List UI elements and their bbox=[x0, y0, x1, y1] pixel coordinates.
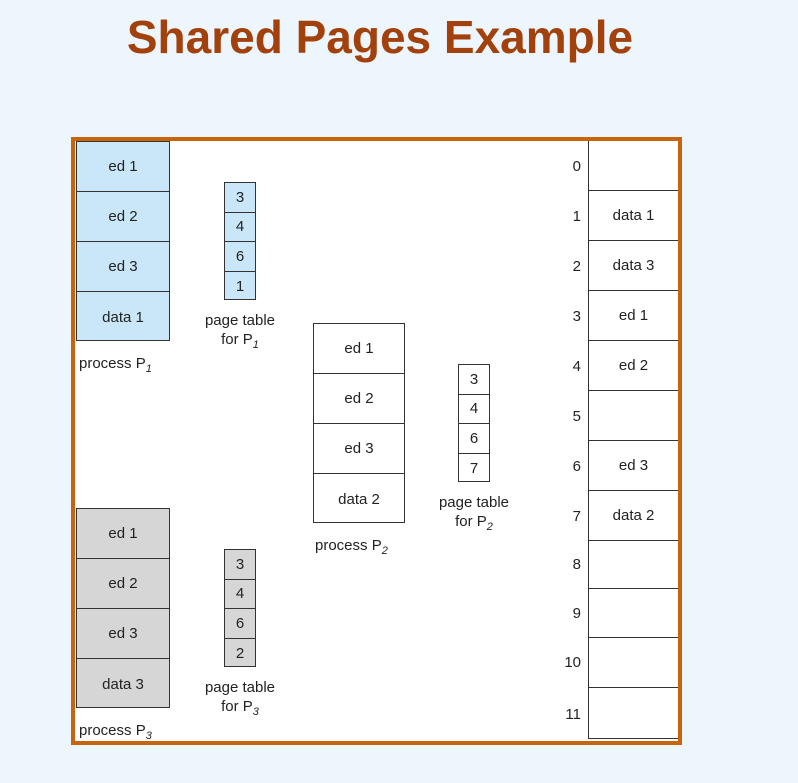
slide-title: Shared Pages Example bbox=[126, 11, 634, 63]
page-table-p3-label: page table for P3 bbox=[204, 679, 276, 718]
memory-frame: ed 3 bbox=[589, 441, 678, 491]
p1-page: ed 2 bbox=[77, 192, 169, 242]
p2-page: data 2 bbox=[338, 490, 380, 508]
memory-frame: data 3 bbox=[589, 241, 678, 291]
process-p2-label: process P2 bbox=[315, 537, 388, 557]
physical-memory: data 1 data 3 ed 1 ed 2 ed 3 data 2 bbox=[588, 141, 678, 739]
process-p2: ed 1 ed 2 ed 3 data 2 bbox=[313, 323, 405, 523]
frame-index: 6 bbox=[572, 458, 581, 475]
p1-page: ed 1 bbox=[77, 142, 169, 192]
page-table-p3: 3 4 6 2 bbox=[224, 549, 256, 667]
memory-frame: ed 2 bbox=[589, 341, 678, 391]
pt1-entry: 6 bbox=[225, 242, 255, 272]
p2-page: ed 3 bbox=[314, 424, 404, 474]
frame-index: 5 bbox=[572, 408, 581, 425]
frame-index: 1 bbox=[572, 208, 581, 225]
process-p1-label: process P1 bbox=[79, 355, 152, 375]
frame-index: 11 bbox=[565, 706, 581, 723]
memory-frame: data 1 bbox=[589, 191, 678, 241]
memory-frame bbox=[589, 541, 678, 589]
memory-frame: data 2 bbox=[589, 491, 678, 541]
pt2-entry: 3 bbox=[459, 365, 489, 395]
pt3-entry: 6 bbox=[225, 609, 255, 639]
frame-index: 2 bbox=[572, 258, 581, 275]
page-table-p2: 3 4 6 7 bbox=[458, 364, 490, 482]
pt1-entry: 1 bbox=[235, 277, 245, 295]
pt3-entry: 4 bbox=[225, 580, 255, 609]
pt2-entry: 7 bbox=[469, 459, 479, 477]
p2-page: ed 1 bbox=[314, 324, 404, 374]
process-p1: ed 1 ed 2 ed 3 data 1 bbox=[76, 141, 170, 341]
frame-index: 10 bbox=[564, 654, 581, 671]
memory-frame bbox=[589, 688, 678, 737]
page-table-p1-label: page table for P1 bbox=[204, 312, 276, 351]
frame-index: 3 bbox=[572, 308, 581, 325]
page-table-p2-label: page table for P2 bbox=[438, 494, 510, 533]
process-p3-label: process P3 bbox=[79, 722, 152, 742]
p3-page: ed 3 bbox=[77, 609, 169, 659]
pt2-entry: 4 bbox=[459, 395, 489, 424]
p3-page: data 3 bbox=[102, 675, 144, 693]
frame-index: 0 bbox=[572, 158, 581, 175]
p2-page: ed 2 bbox=[314, 374, 404, 424]
pt2-entry: 6 bbox=[459, 424, 489, 454]
frame-index: 9 bbox=[572, 605, 581, 622]
memory-frame bbox=[589, 638, 678, 688]
diagram-frame: ed 1 ed 2 ed 3 data 1 process P1 3 4 6 1… bbox=[71, 137, 682, 745]
p3-page: ed 2 bbox=[77, 559, 169, 609]
memory-frame bbox=[589, 391, 678, 441]
pt3-entry: 3 bbox=[225, 550, 255, 580]
p1-page: ed 3 bbox=[77, 242, 169, 292]
memory-frame: ed 1 bbox=[589, 291, 678, 341]
pt1-entry: 3 bbox=[225, 183, 255, 213]
p3-page: ed 1 bbox=[77, 509, 169, 559]
page-table-p1: 3 4 6 1 bbox=[224, 182, 256, 300]
memory-frame bbox=[589, 141, 678, 191]
process-p3: ed 1 ed 2 ed 3 data 3 bbox=[76, 508, 170, 708]
frame-index: 4 bbox=[572, 358, 581, 375]
p1-page: data 1 bbox=[102, 308, 144, 326]
pt3-entry: 2 bbox=[235, 644, 245, 662]
frame-index: 8 bbox=[572, 556, 581, 573]
frame-index: 7 bbox=[572, 508, 581, 525]
memory-frame bbox=[589, 589, 678, 638]
pt1-entry: 4 bbox=[225, 213, 255, 242]
